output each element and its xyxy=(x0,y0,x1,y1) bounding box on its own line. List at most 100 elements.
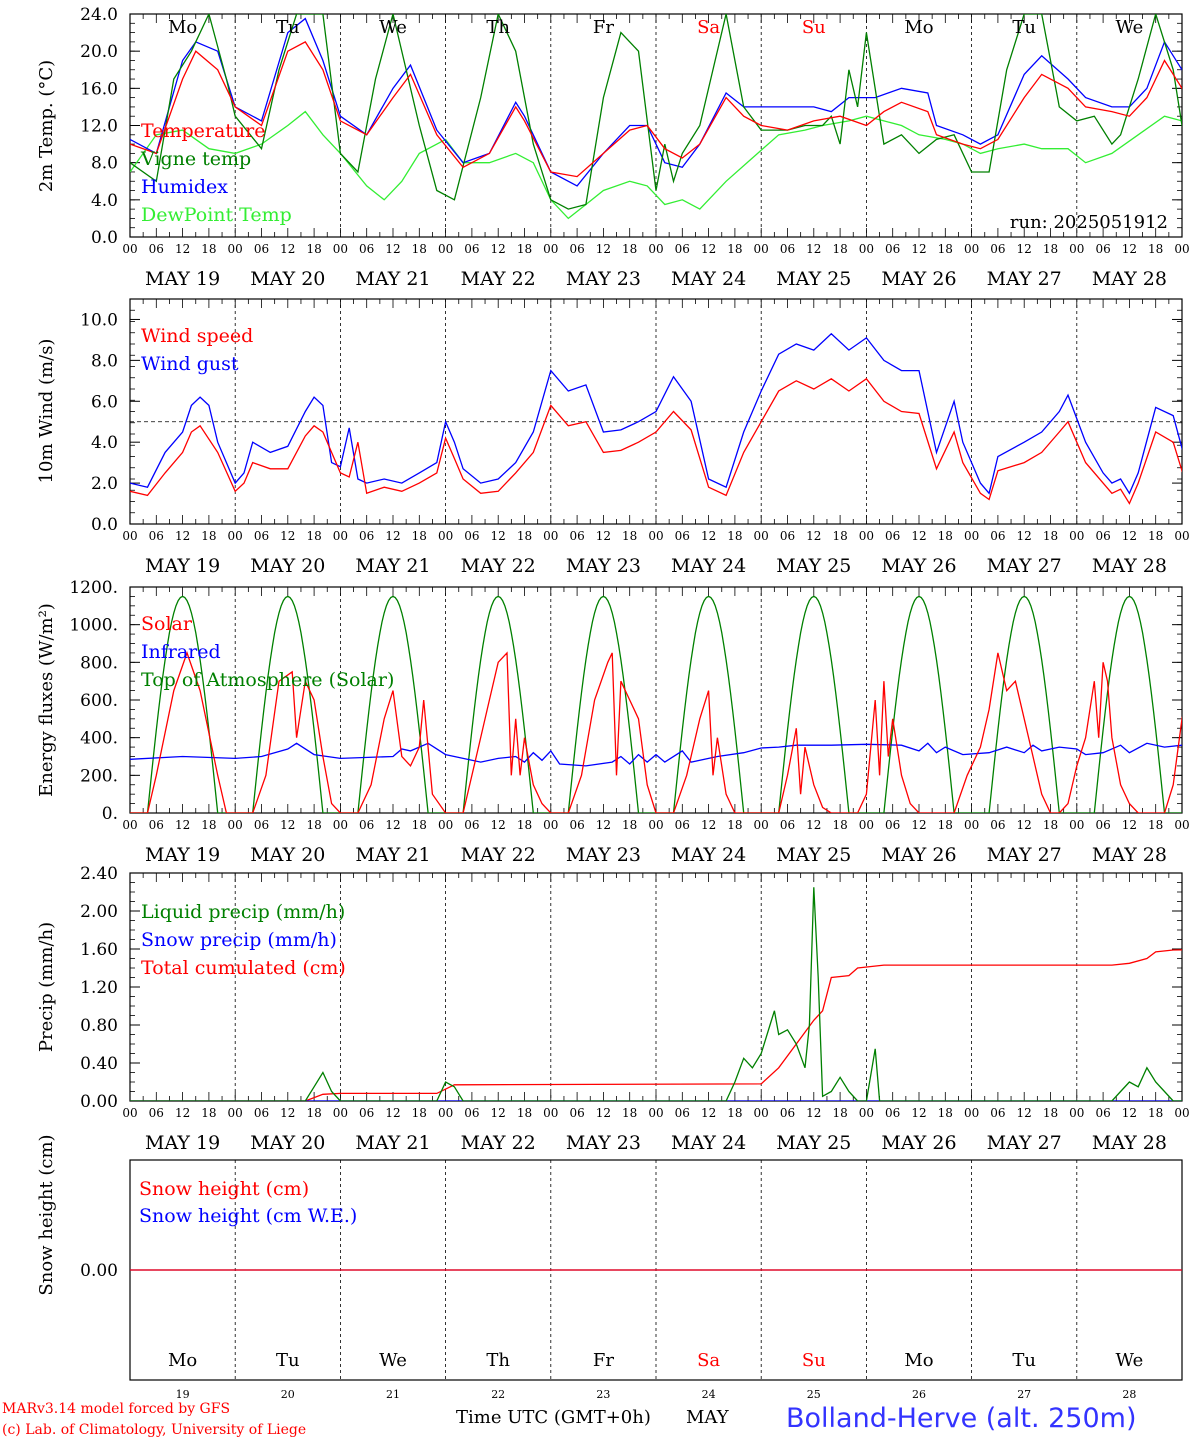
x-tick-label: 06 xyxy=(675,242,690,256)
x-tick-label: 06 xyxy=(254,242,269,256)
day-name-label: Su xyxy=(802,1350,826,1371)
x-tick-label: 12 xyxy=(1017,242,1032,256)
x-tick-label: 18 xyxy=(1043,1106,1058,1120)
series-line-top-of-atmosphere-solar- xyxy=(130,595,1182,813)
x-tick-label: 00 xyxy=(122,529,137,543)
x-tick-label: 00 xyxy=(859,1106,874,1120)
date-label: MAY 24 xyxy=(671,844,746,866)
y-tick-label: 1.60 xyxy=(80,940,118,960)
y-tick-label: 12.0 xyxy=(80,117,118,137)
x-tick-label: 06 xyxy=(780,242,795,256)
y-tick-label: 1200. xyxy=(69,578,118,598)
x-tick-label: 18 xyxy=(201,242,216,256)
x-tick-label: 12 xyxy=(280,1106,295,1120)
x-tick-label: 06 xyxy=(149,529,164,543)
day-name-top: Tu xyxy=(276,17,300,38)
x-tick-label: 18 xyxy=(622,242,637,256)
x-tick-label: 06 xyxy=(990,1106,1005,1120)
x-tick-label: 06 xyxy=(675,529,690,543)
x-tick-label: 06 xyxy=(780,818,795,832)
x-tick-label: 00 xyxy=(228,1106,243,1120)
y-axis-label: Snow height (cm) xyxy=(36,1134,57,1295)
y-tick-label: 0. xyxy=(102,804,118,824)
legend-snow-height-cm-: Snow height (cm) xyxy=(139,1178,309,1200)
series-line-liquid-precip-mm-h- xyxy=(130,887,1182,1101)
date-label: MAY 24 xyxy=(671,555,746,577)
x-tick-label: 12 xyxy=(175,529,190,543)
credit-model: MARv3.14 model forced by GFS xyxy=(2,1401,230,1417)
x-tick-label: 00 xyxy=(754,818,769,832)
x-tick-label: 18 xyxy=(622,529,637,543)
day-name-label: We xyxy=(1116,1350,1144,1371)
station-title: Bolland-Herve (alt. 250m) xyxy=(786,1403,1136,1434)
legend-vigne-temp: Vigne temp xyxy=(140,148,251,170)
x-tick-label: 06 xyxy=(359,818,374,832)
day-number-label: 25 xyxy=(807,1388,821,1401)
legend-infrared: Infrared xyxy=(141,641,221,663)
y-tick-label: 8.0 xyxy=(91,154,118,174)
x-tick-label: 06 xyxy=(990,242,1005,256)
x-tick-label: 06 xyxy=(885,242,900,256)
date-label: MAY 20 xyxy=(250,555,325,577)
x-tick-label: 00 xyxy=(754,1106,769,1120)
x-tick-label: 18 xyxy=(306,242,321,256)
x-tick-label: 18 xyxy=(622,818,637,832)
day-name-label: Tu xyxy=(1012,1350,1036,1371)
x-tick-label: 18 xyxy=(832,1106,847,1120)
x-tick-label: 12 xyxy=(491,818,506,832)
x-tick-label: 18 xyxy=(938,1106,953,1120)
x-tick-label: 00 xyxy=(122,242,137,256)
legend-snow-height-cm-w-e-: Snow height (cm W.E.) xyxy=(139,1205,357,1227)
date-label: MAY 19 xyxy=(145,1132,220,1154)
y-tick-label: 200. xyxy=(80,766,118,786)
x-tick-label: 18 xyxy=(517,529,532,543)
x-tick-label: 18 xyxy=(727,818,742,832)
y-tick-label: 0.0 xyxy=(91,515,118,535)
y-axis-label: 2m Temp. (°C) xyxy=(36,60,57,192)
x-tick-label: 00 xyxy=(333,818,348,832)
date-label: MAY 23 xyxy=(566,555,641,577)
day-number-label: 27 xyxy=(1017,1388,1031,1401)
x-tick-label: 12 xyxy=(596,242,611,256)
legend-temperature: Temperature xyxy=(141,120,265,142)
x-tick-label: 00 xyxy=(333,242,348,256)
legend-liquid-precip-mm-h-: Liquid precip (mm/h) xyxy=(141,901,345,923)
x-tick-label: 18 xyxy=(1043,242,1058,256)
day-number-label: 23 xyxy=(596,1388,610,1401)
x-tick-label: 18 xyxy=(938,529,953,543)
legend-wind-gust: Wind gust xyxy=(141,353,239,375)
x-tick-label: 12 xyxy=(701,529,716,543)
x-tick-label: 12 xyxy=(175,242,190,256)
x-tick-label: 00 xyxy=(1174,1106,1189,1120)
x-tick-label: 12 xyxy=(701,818,716,832)
series-line-dewpoint-temp xyxy=(130,110,1182,220)
x-tick-label: 12 xyxy=(385,242,400,256)
series-line-wind-gust xyxy=(130,332,1182,495)
y-tick-label: 1000. xyxy=(69,616,118,636)
x-tick-label: 18 xyxy=(1043,818,1058,832)
y-tick-label: 400. xyxy=(80,729,118,749)
series-line-infrared xyxy=(130,742,1182,767)
day-name-top: Mo xyxy=(168,17,197,38)
date-label: MAY 25 xyxy=(776,268,851,290)
day-name-label: Sa xyxy=(697,1350,720,1371)
x-tick-label: 06 xyxy=(569,529,584,543)
x-tick-label: 00 xyxy=(648,1106,663,1120)
date-label: MAY 27 xyxy=(987,555,1062,577)
x-tick-label: 12 xyxy=(491,529,506,543)
y-tick-label: 0.00 xyxy=(80,1261,118,1281)
y-tick-label: 0.00 xyxy=(80,1092,118,1112)
x-tick-label: 18 xyxy=(412,818,427,832)
x-tick-label: 06 xyxy=(464,818,479,832)
x-tick-label: 00 xyxy=(754,242,769,256)
date-label: MAY 26 xyxy=(881,268,956,290)
x-tick-label: 00 xyxy=(859,529,874,543)
y-tick-label: 0.40 xyxy=(80,1054,118,1074)
series-line-total-cumulated-cm- xyxy=(130,949,1182,1101)
day-name-label: Tu xyxy=(276,1350,300,1371)
x-tick-label: 00 xyxy=(438,818,453,832)
x-tick-label: 12 xyxy=(1122,818,1137,832)
x-tick-label: 12 xyxy=(280,529,295,543)
y-tick-label: 16.0 xyxy=(80,79,118,99)
date-label: MAY 23 xyxy=(566,1132,641,1154)
